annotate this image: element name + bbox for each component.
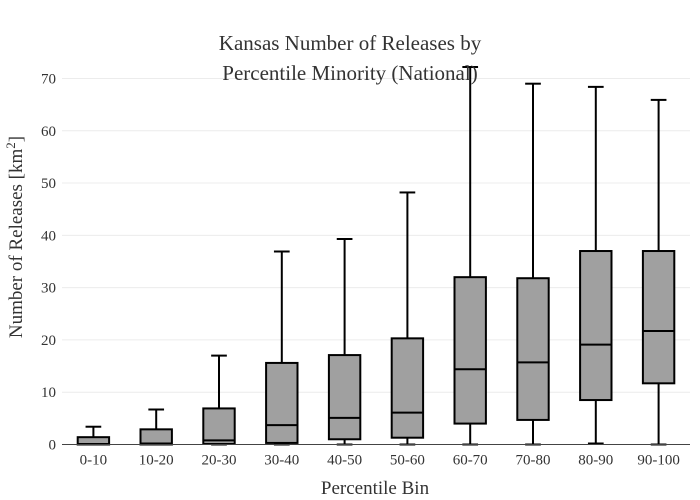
box-20-30 — [202, 354, 236, 446]
box-90-100 — [641, 98, 676, 446]
x-tick-label: 90-100 — [637, 453, 680, 469]
box-70-80 — [516, 82, 550, 446]
y-tick-label: 0 — [49, 438, 57, 454]
y-tick-labels: 0 10 20 30 40 50 60 70 — [41, 71, 56, 453]
x-tick-label: 50-60 — [390, 453, 425, 469]
box-series — [76, 65, 676, 446]
iqr-box — [202, 407, 236, 445]
x-tick-label: 60-70 — [453, 453, 488, 469]
x-tick-label: 10-20 — [139, 453, 174, 469]
iqr-box — [453, 276, 487, 425]
iqr-box — [641, 250, 676, 385]
iqr-box — [390, 337, 425, 439]
iqr-box — [327, 354, 362, 441]
y-axis-label-end: ] — [6, 136, 27, 142]
iqr-box — [516, 277, 550, 421]
box-40-50 — [327, 237, 362, 446]
y-tick-label: 20 — [41, 333, 56, 349]
y-tick-label: 10 — [41, 385, 56, 401]
chart-title-line-2: Percentile Minority (National) — [222, 61, 477, 85]
box-60-70 — [453, 65, 487, 446]
x-tick-label: 70-80 — [516, 453, 551, 469]
gridlines — [62, 77, 690, 393]
x-tick-label: 40-50 — [327, 453, 362, 469]
iqr-box — [265, 361, 299, 444]
y-tick-label: 70 — [41, 71, 56, 87]
y-tick-label: 60 — [41, 124, 56, 140]
y-tick-label: 40 — [41, 228, 56, 244]
x-tick-label: 80-90 — [578, 453, 613, 469]
y-axis-label-main: Number of Releases [km — [6, 148, 27, 338]
x-tick-labels: 0-10 10-20 20-30 30-40 40-50 50-60 60-70 70-80 8… — [80, 453, 680, 469]
box-30-40 — [265, 250, 299, 446]
x-axis-label: Percentile Bin — [321, 478, 430, 499]
box-50-60 — [390, 191, 425, 446]
x-tick-label: 0-10 — [80, 453, 108, 469]
box-0-10 — [76, 425, 111, 446]
x-tick-label: 30-40 — [264, 453, 299, 469]
x-tick-label: 20-30 — [202, 453, 237, 469]
chart-title-line-1: Kansas Number of Releases by — [219, 31, 482, 55]
box-10-20 — [139, 408, 173, 446]
y-axis-label: Number of Releases [km2] — [3, 136, 27, 338]
iqr-box — [139, 428, 173, 446]
y-axis-label-superscript: 2 — [3, 142, 18, 149]
y-tick-label: 50 — [41, 176, 56, 192]
box-80-90 — [579, 85, 613, 445]
iqr-box — [579, 250, 613, 402]
y-tick-label: 30 — [41, 281, 56, 297]
